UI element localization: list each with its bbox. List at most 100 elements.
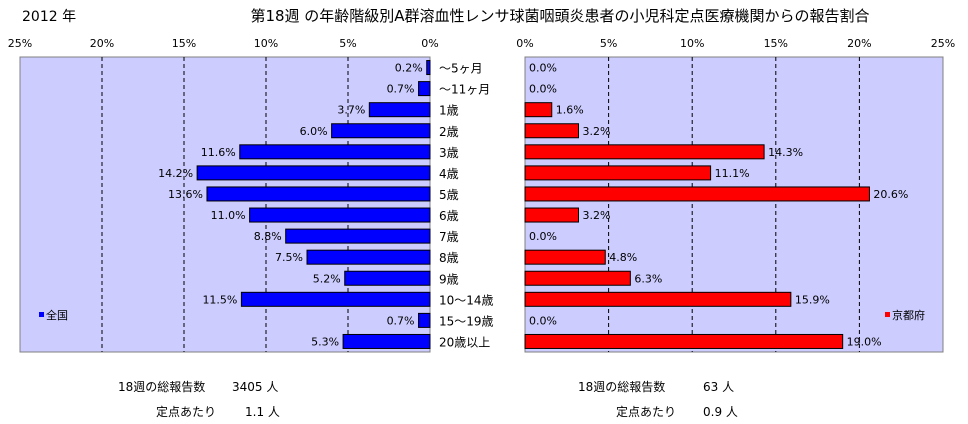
left-data-label: 5.2% [313,272,341,285]
category-label: 4歳 [439,167,459,181]
right-x-tick-label: 25% [931,37,955,50]
right-legend: 京都府 [885,308,925,322]
right-x-tick-label: 20% [847,37,871,50]
right-bar [524,144,765,160]
left-x-tick-label: 15% [172,37,196,50]
category-label: 6歳 [439,209,459,223]
kyoto-per-site-label: 定点あたり [616,405,677,419]
left-x-tick-label: 5% [339,37,356,50]
right-data-label: 0.0% [529,230,557,243]
right-bar [524,186,870,202]
right-data-label: 0.0% [529,62,557,75]
left-data-label: 0.2% [395,62,423,75]
left-bar [306,249,431,265]
left-bar [426,60,431,76]
category-label: 7歳 [439,230,459,244]
right-bar [524,333,844,349]
left-x-tick-label: 25% [8,37,32,50]
national-total-label: 18週の総報告数 [118,380,206,394]
left-legend-label: 全国 [46,308,68,322]
right-data-label: 11.1% [715,167,750,180]
right-x-tick-label: 0% [516,37,533,50]
left-bar [418,312,431,328]
right-data-label: 1.6% [556,104,584,117]
left-bar [196,165,431,181]
right-data-label: 14.3% [768,146,803,159]
right-legend-swatch [885,312,890,317]
left-bar [239,144,431,160]
chart-title: 第18週 の年齢階級別A群溶血性レンサ球菌咽頭炎患者の小児科定点医療機関からの報… [250,7,869,25]
category-labels: ～5ヶ月 ～11ヶ月 1歳 2歳 3歳 4歳 5歳 6歳 7歳 8歳 9歳 10～14歳 15～19歳 2… [439,62,494,350]
right-x-tick-label: 5% [600,37,617,50]
right-bar [524,102,553,118]
left-bar [344,270,431,286]
category-label: 1歳 [439,104,459,118]
left-x-tick-label: 20% [90,37,114,50]
right-x-tick-label: 15% [764,37,788,50]
right-data-label: 0.0% [529,314,557,327]
left-data-labels: 0.2% 0.7% 3.7% 6.0% 11.6% 14.2% 13.6% 11.0% 8.8%… [158,62,423,349]
right-data-label: 15.9% [795,293,830,306]
left-data-label: 3.7% [337,104,365,117]
left-data-label: 5.3% [311,335,339,348]
right-data-label: 6.3% [634,272,662,285]
left-plot-area [19,56,431,353]
left-x-tick-label: 0% [421,37,438,50]
right-x-tick-label: 10% [680,37,704,50]
right-legend-label: 京都府 [892,308,925,322]
right-bar [524,165,712,181]
kyoto-total-value: 63 人 [703,380,735,394]
left-bar [368,102,431,118]
left-data-label: 11.6% [201,146,236,159]
left-bar [206,186,431,202]
left-bar [418,81,431,97]
left-x-tick-label: 10% [254,37,278,50]
right-data-label: 4.8% [609,251,637,264]
category-label: 20歳以上 [439,335,490,349]
category-label: 8歳 [439,251,459,265]
left-bar [285,228,431,244]
left-data-label: 8.8% [254,230,282,243]
right-bars [524,102,870,349]
left-x-axis: 25% 20% 15% 10% 5% 0% [8,37,439,50]
right-bar [524,291,792,307]
category-label: 15～19歳 [439,314,494,328]
national-per-site-value: 1.1 人 [245,405,280,419]
left-data-label: 11.0% [211,209,246,222]
left-data-label: 6.0% [300,125,328,138]
category-label: ～11ヶ月 [439,83,490,97]
left-legend: 全国 [39,308,68,322]
kyoto-total-label: 18週の総報告数 [578,380,666,394]
right-bar [524,123,580,139]
category-label: ～5ヶ月 [439,62,483,76]
category-label: 9歳 [439,272,459,286]
national-total-value: 3405 人 [232,380,279,394]
category-label: 5歳 [439,188,459,202]
right-bar [524,270,631,286]
left-bar [331,123,431,139]
left-data-label: 11.5% [202,293,237,306]
left-bars [196,60,431,349]
right-bar [524,249,606,265]
right-data-label: 19.0% [847,335,882,348]
left-legend-swatch [39,312,44,317]
right-data-label: 3.2% [583,209,611,222]
national-per-site-label: 定点あたり [156,405,217,419]
left-data-label: 14.2% [158,167,193,180]
right-plot-area [524,56,944,353]
right-bar [524,207,580,223]
left-bar [249,207,431,223]
right-x-axis: 0% 5% 10% 15% 20% 25% [516,37,955,50]
left-data-label: 0.7% [387,83,415,96]
kyoto-per-site-value: 0.9 人 [703,405,738,419]
right-data-label: 3.2% [583,125,611,138]
left-bar [342,333,431,349]
left-data-label: 0.7% [387,314,415,327]
category-label: 2歳 [439,125,459,139]
right-data-label: 20.6% [873,188,908,201]
category-label: 3歳 [439,146,459,160]
left-data-label: 13.6% [168,188,203,201]
year-label: 2012 年 [22,9,76,25]
left-bar [240,291,431,307]
